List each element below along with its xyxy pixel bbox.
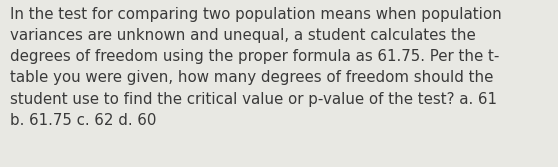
Text: In the test for comparing two population means when population
variances are unk: In the test for comparing two population… <box>10 7 502 128</box>
